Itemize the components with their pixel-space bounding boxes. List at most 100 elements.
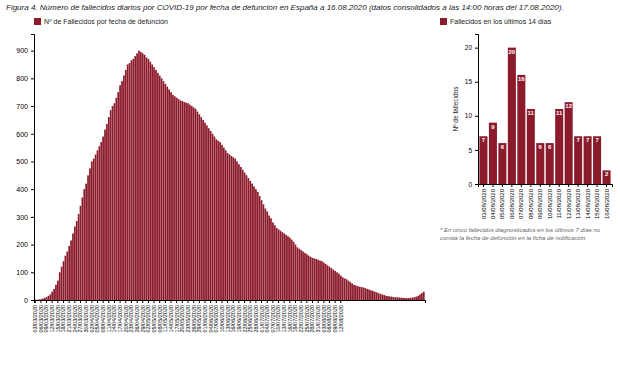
bar: [340, 276, 342, 300]
bar: [387, 296, 389, 300]
tick-mark: [31, 189, 34, 190]
tick-mark: [318, 300, 319, 303]
tick-mark: [69, 300, 70, 303]
bar: [325, 264, 327, 300]
tick-mark: [31, 106, 34, 107]
tick-mark: [335, 300, 336, 303]
bar: [208, 128, 210, 300]
y-axis: 0100200300400500600700800900: [16, 35, 34, 304]
tick-mark: [475, 116, 478, 117]
bar: [42, 299, 44, 300]
tick-label: 10/08/2020: [547, 188, 553, 219]
bar: [251, 184, 253, 300]
bar: [378, 293, 380, 300]
tick: 20: [465, 44, 478, 51]
bar: [80, 206, 82, 300]
bar: [89, 168, 91, 300]
data-label: 7: [595, 137, 599, 143]
bar: [87, 175, 89, 300]
bar: [380, 294, 382, 300]
tick-label: 15/08/2020: [594, 188, 600, 219]
tick: 500: [16, 158, 34, 165]
tick-label: 100: [16, 269, 28, 276]
axis-line: [479, 185, 613, 188]
tick-label: 20: [465, 44, 473, 51]
bar: [336, 272, 338, 300]
data-label: 6: [539, 144, 543, 150]
data-label: 9: [491, 124, 495, 130]
data-labels: 7962016116611127772: [482, 49, 609, 178]
bar: [51, 292, 53, 300]
tick-mark: [216, 300, 217, 303]
data-label: 7: [482, 137, 486, 143]
bar: [246, 175, 248, 300]
tick-mark: [475, 184, 478, 185]
tick-mark: [165, 300, 166, 303]
bar: [574, 136, 582, 184]
bar: [412, 298, 414, 300]
bar: [187, 103, 189, 300]
tick: 10: [465, 112, 478, 119]
bar: [536, 143, 544, 184]
bar: [248, 178, 250, 300]
bar: [361, 287, 363, 300]
bar: [115, 98, 117, 300]
bar: [106, 124, 108, 300]
bar: [212, 134, 214, 300]
bar: [368, 289, 370, 300]
tick: 11/08/2020: [556, 184, 562, 219]
tick-mark: [483, 184, 484, 187]
bar: [346, 279, 348, 300]
bar: [370, 290, 372, 300]
bar: [40, 299, 42, 300]
bar: [231, 156, 233, 300]
tick-mark: [549, 184, 550, 187]
axis-line: [35, 301, 426, 304]
bar: [74, 227, 76, 300]
bar: [285, 235, 287, 300]
bar: [161, 78, 163, 300]
tick-label: 16/08/2020: [604, 188, 610, 219]
tick-mark: [250, 300, 251, 303]
bar: [338, 274, 340, 300]
bar: [329, 267, 331, 300]
bar: [508, 48, 516, 184]
tick-label: 600: [16, 130, 28, 137]
bar: [383, 295, 385, 300]
bar: [140, 52, 142, 300]
tick-mark: [31, 217, 34, 218]
bar: [406, 298, 408, 300]
title-line: Figura 4. Número de fallecidos diarios p…: [6, 3, 564, 12]
bar: [155, 70, 157, 300]
tick: 900: [16, 47, 34, 54]
bar: [236, 161, 238, 300]
bar: [259, 196, 261, 300]
bar: [193, 107, 195, 300]
bar: [95, 155, 97, 300]
bar: [215, 139, 217, 300]
tick-mark: [46, 300, 47, 303]
data-label: 12: [565, 103, 572, 109]
bar: [400, 298, 402, 300]
bar: [191, 106, 193, 300]
tick-mark: [559, 184, 560, 187]
bar: [144, 55, 146, 300]
bar: [46, 297, 48, 300]
tick-mark: [188, 300, 189, 303]
bar: [264, 209, 266, 300]
tick-label: 13/08/2020: [575, 188, 581, 219]
tick: 05/08/2020: [499, 184, 505, 219]
bar: [195, 109, 197, 300]
bar: [198, 114, 200, 300]
tick-mark: [31, 161, 34, 162]
bar: [83, 189, 85, 300]
tick-label: 900: [16, 47, 28, 54]
bar: [268, 215, 270, 300]
tick-label: 700: [16, 103, 28, 110]
bar: [555, 109, 563, 184]
bar: [61, 267, 63, 300]
tick-mark: [86, 300, 87, 303]
bar: [227, 153, 229, 300]
tick-mark: [103, 300, 104, 303]
tick: 600: [16, 130, 34, 137]
